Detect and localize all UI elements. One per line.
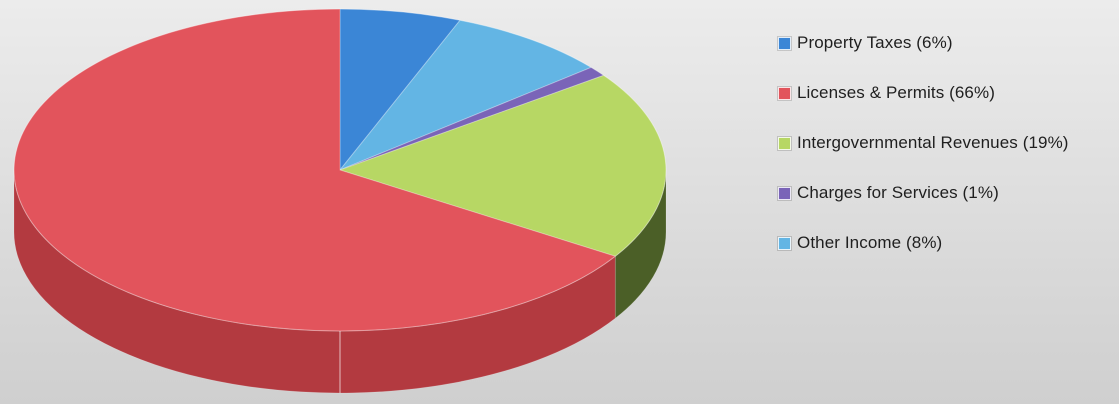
legend-item-intergovernmental-revenues: Intergovernmental Revenues (19%) bbox=[778, 118, 1118, 168]
legend-label-licenses-permits: Licenses & Permits (66%) bbox=[797, 83, 995, 102]
pie-slice-licenses-and-permits bbox=[13, 8, 617, 332]
pie-slice-other-income bbox=[338, 19, 593, 172]
legend-label-property-taxes: Property Taxes (6%) bbox=[797, 33, 953, 52]
legend-item-other-income: Other Income (8%) bbox=[778, 218, 1118, 268]
legend-swatch-property-taxes bbox=[778, 36, 791, 50]
legend-item-charges-for-services: Charges for Services (1%) bbox=[778, 168, 1118, 218]
legend-label-other-income: Other Income (8%) bbox=[797, 233, 943, 252]
pie-slice-intergovernmental-revenues bbox=[338, 74, 667, 257]
chart-legend: Property Taxes (6%) Licenses & Permits (… bbox=[778, 18, 1118, 268]
legend-label-intergovernmental-revenues: Intergovernmental Revenues (19%) bbox=[797, 133, 1069, 152]
pie-slice-property-taxes bbox=[339, 8, 461, 172]
pie-slice-charges-for-services bbox=[339, 66, 605, 171]
legend-item-property-taxes: Property Taxes (6%) bbox=[778, 18, 1118, 68]
legend-label-charges-for-services: Charges for Services (1%) bbox=[797, 183, 999, 202]
pie-top-outline bbox=[13, 8, 667, 332]
legend-swatch-intergovernmental-revenues bbox=[778, 136, 791, 150]
legend-swatch-licenses-permits bbox=[778, 86, 791, 100]
legend-item-licenses-permits: Licenses & Permits (66%) bbox=[778, 68, 1118, 118]
legend-swatch-charges-for-services bbox=[778, 186, 791, 200]
legend-swatch-other-income bbox=[778, 236, 791, 250]
